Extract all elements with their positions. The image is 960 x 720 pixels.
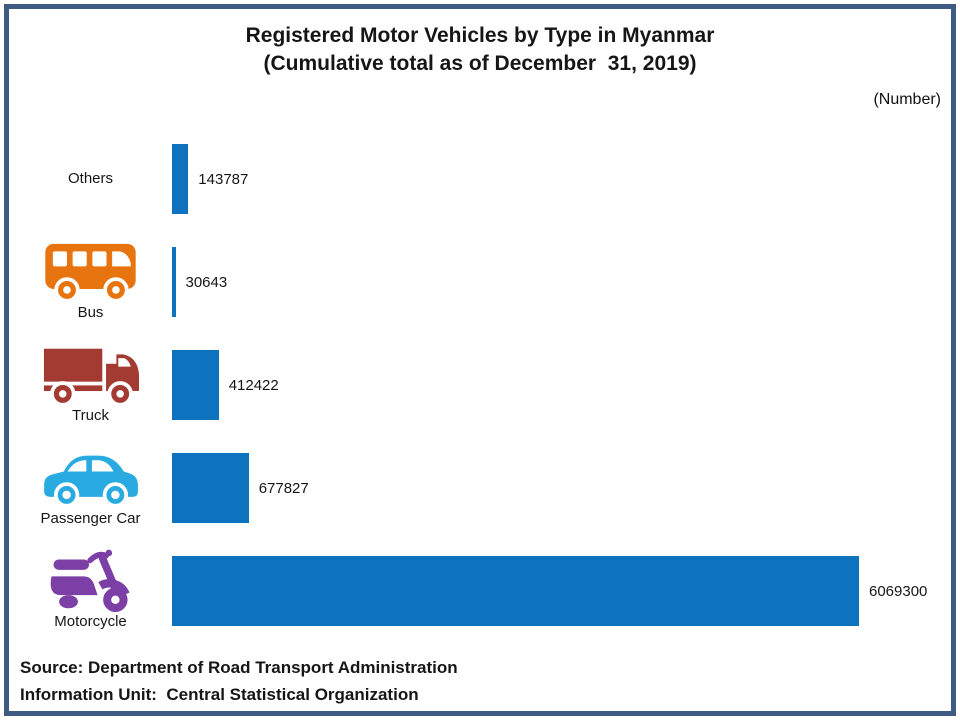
truck-icon <box>42 345 140 407</box>
bar <box>172 453 249 523</box>
chart-frame: Registered Motor Vehicles by Type in Mya… <box>4 4 956 716</box>
bar-chart: Others 143787 Bus 30643 <box>9 144 951 659</box>
value-label: 412422 <box>228 376 279 394</box>
motorcycle-icon <box>46 549 136 613</box>
bar <box>172 247 176 317</box>
chart-row: Motorcycle 6069300 <box>9 549 951 630</box>
category-label: Others <box>67 170 113 187</box>
row-header: Passenger Car <box>9 453 172 527</box>
value-label: 143787 <box>198 170 249 188</box>
row-header: Truck <box>9 348 172 424</box>
bar <box>172 350 219 420</box>
unit-label: (Number) <box>873 91 941 108</box>
chart-row: Truck 412422 <box>9 348 951 424</box>
value-label: 30643 <box>185 273 228 291</box>
category-label: Motorcycle <box>54 613 127 630</box>
row-header: Bus <box>9 243 172 321</box>
source-text: Source: Department of Road Transport Adm… <box>20 658 458 677</box>
chart-row: Passenger Car 677827 <box>9 453 951 527</box>
chart-title: Registered Motor Vehicles by Type in Mya… <box>9 22 951 78</box>
bar <box>172 144 189 214</box>
bar-area: 6069300 <box>172 556 951 626</box>
footer: Source: Department of Road Transport Adm… <box>20 654 458 708</box>
bar-area: 412422 <box>172 350 951 420</box>
bus-icon <box>43 242 138 304</box>
chart-row: Bus 30643 <box>9 243 951 321</box>
category-label: Passenger Car <box>40 510 141 527</box>
chart-title-line2: (Cumulative total as of December 31, 201… <box>263 52 697 75</box>
value-label: 677827 <box>258 479 309 497</box>
bar-area: 30643 <box>172 247 951 317</box>
chart-title-line1: Registered Motor Vehicles by Type in Mya… <box>245 24 715 47</box>
category-label: Truck <box>72 407 109 424</box>
value-label: 6069300 <box>869 582 928 600</box>
bar-area: 143787 <box>172 144 951 214</box>
category-label: Bus <box>77 304 104 321</box>
car-icon <box>41 448 141 510</box>
row-header: Motorcycle <box>9 549 172 630</box>
bar <box>172 556 859 626</box>
row-header: Others <box>9 144 172 214</box>
info-unit-text: Information Unit: Central Statistical Or… <box>20 685 419 704</box>
bar-area: 677827 <box>172 453 951 523</box>
chart-row: Others 143787 <box>9 144 951 214</box>
